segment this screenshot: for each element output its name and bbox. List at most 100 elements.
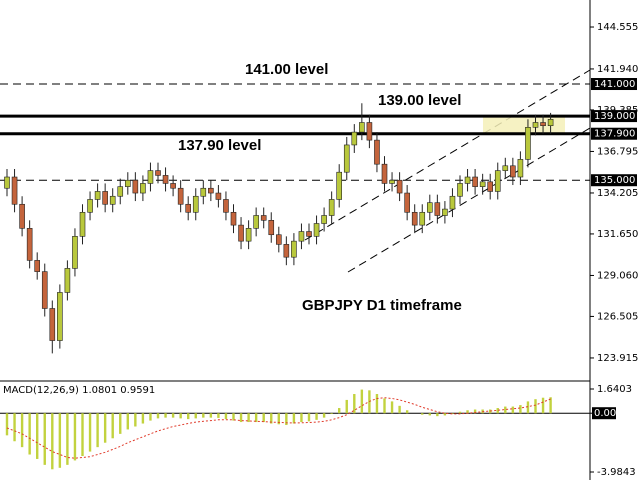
candle-body bbox=[381, 163, 388, 184]
candle-body bbox=[336, 171, 343, 200]
macd-bar bbox=[375, 394, 379, 414]
candle-body bbox=[185, 203, 191, 213]
candle-body bbox=[396, 179, 403, 194]
macd-bar bbox=[111, 413, 114, 439]
macd-bar bbox=[134, 413, 137, 427]
macd-bar bbox=[103, 413, 107, 443]
candle-body bbox=[41, 271, 48, 309]
macd-bar bbox=[330, 413, 333, 414]
candle-body bbox=[275, 234, 282, 245]
macd-bar bbox=[338, 408, 341, 414]
macd-bar bbox=[270, 413, 273, 424]
macd-bar bbox=[277, 413, 280, 425]
y-tick-label: 134.205 bbox=[597, 188, 638, 199]
macd-bar bbox=[504, 406, 507, 414]
macd-bar bbox=[194, 413, 197, 419]
macd-bar bbox=[383, 398, 386, 414]
macd-bar bbox=[5, 413, 9, 436]
macd-bar bbox=[13, 413, 16, 442]
annotation: 137.90 level bbox=[178, 137, 261, 154]
y-tick-label: 144.555 bbox=[597, 22, 638, 33]
y-tick-label: 136.795 bbox=[597, 146, 638, 157]
candle-body bbox=[208, 187, 214, 194]
candle-body bbox=[366, 122, 373, 141]
candle-body bbox=[291, 240, 297, 258]
candle-body bbox=[260, 215, 267, 221]
macd-bar bbox=[58, 413, 62, 468]
macd-bar bbox=[285, 413, 288, 426]
candle-body bbox=[426, 202, 433, 213]
macd-bar bbox=[141, 413, 145, 424]
candle-body bbox=[472, 176, 478, 187]
level-label-box bbox=[591, 174, 637, 187]
candle-body bbox=[87, 199, 93, 213]
candle-body bbox=[343, 144, 350, 173]
macd-bar bbox=[43, 413, 46, 465]
macd-bar bbox=[36, 413, 39, 459]
candle-body bbox=[374, 139, 380, 165]
candle-body bbox=[540, 122, 546, 127]
candle-body bbox=[34, 260, 41, 272]
level-label-box bbox=[591, 127, 637, 140]
macd-bar bbox=[526, 401, 530, 414]
candle-body bbox=[510, 165, 516, 178]
candle-body bbox=[177, 187, 184, 205]
candle-body bbox=[532, 122, 539, 128]
y-tick-label: 129.060 bbox=[597, 270, 638, 281]
candle-body bbox=[321, 215, 327, 224]
macd-bar bbox=[171, 413, 175, 418]
candle-body bbox=[102, 191, 108, 205]
macd-bar bbox=[360, 389, 364, 414]
level-label: 135.000 bbox=[594, 175, 635, 186]
macd-bar bbox=[164, 413, 167, 418]
macd-bar bbox=[315, 413, 318, 420]
macd-bar bbox=[534, 399, 537, 414]
macd-bar bbox=[496, 408, 499, 414]
annotation: GBPJPY D1 timeframe bbox=[302, 297, 462, 314]
candle-body bbox=[411, 211, 418, 226]
macd-bar bbox=[73, 413, 77, 461]
macd-bar bbox=[436, 413, 439, 417]
macd-bar bbox=[421, 413, 424, 415]
macd-bar bbox=[217, 413, 220, 418]
candle-body bbox=[525, 127, 531, 160]
candle-body bbox=[19, 203, 25, 229]
macd-bar bbox=[519, 405, 522, 414]
macd-bar bbox=[511, 406, 515, 414]
annotation: 139.00 level bbox=[378, 92, 461, 109]
macd-bar bbox=[473, 409, 477, 414]
macd-bar bbox=[126, 413, 129, 430]
macd-bar bbox=[451, 413, 454, 414]
candle-body bbox=[442, 208, 448, 216]
y-tick-label: 141.940 bbox=[597, 64, 638, 75]
candle-body bbox=[238, 224, 244, 242]
level-label: 137.900 bbox=[594, 129, 635, 140]
macd-bar bbox=[353, 394, 356, 414]
macd-bar bbox=[179, 413, 182, 419]
macd-bar bbox=[88, 413, 92, 452]
candle-body bbox=[49, 308, 56, 341]
candle-body bbox=[298, 231, 305, 242]
macd-bar bbox=[549, 397, 552, 414]
zero-label-box bbox=[592, 407, 616, 420]
y-tick-label: 123.915 bbox=[597, 353, 638, 364]
level-label-box bbox=[591, 78, 637, 91]
candle-body bbox=[230, 211, 237, 226]
candle-body bbox=[328, 199, 335, 216]
macd-bar bbox=[51, 413, 54, 470]
candle-body bbox=[4, 176, 10, 189]
candle-body bbox=[140, 183, 146, 194]
candle-body bbox=[79, 211, 86, 237]
y-tick-label: 131.650 bbox=[597, 229, 638, 240]
candle-body bbox=[125, 179, 131, 187]
y-tick-label: 1.6403 bbox=[597, 384, 632, 395]
candle-body bbox=[547, 118, 554, 127]
macd-bar bbox=[390, 401, 394, 414]
candle-body bbox=[94, 191, 101, 200]
candle-body bbox=[517, 159, 524, 178]
macd-bar bbox=[202, 413, 205, 418]
signal-line bbox=[6, 397, 551, 459]
macd-bar bbox=[254, 413, 258, 423]
macd-bar bbox=[232, 413, 235, 421]
